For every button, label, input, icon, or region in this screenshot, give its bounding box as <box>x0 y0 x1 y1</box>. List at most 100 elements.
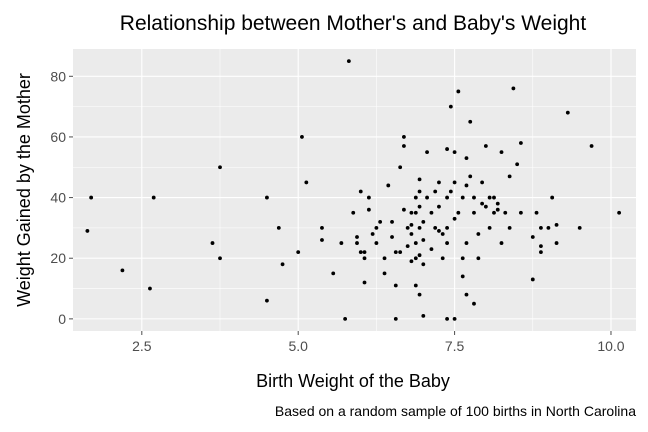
data-point <box>445 195 449 200</box>
data-point <box>304 180 309 185</box>
data-point <box>437 180 441 185</box>
data-point <box>320 238 324 242</box>
data-point <box>452 150 457 154</box>
data-point <box>425 150 429 154</box>
data-point <box>331 271 336 276</box>
data-point <box>355 241 359 245</box>
data-point <box>511 86 516 91</box>
data-point <box>539 244 543 248</box>
data-point <box>413 283 418 288</box>
data-point <box>456 210 461 215</box>
data-point <box>617 210 622 215</box>
data-point <box>366 195 371 200</box>
data-point <box>398 165 403 170</box>
x-axis-title: Birth Weight of the Baby <box>256 371 450 391</box>
data-point <box>210 241 215 245</box>
data-point <box>358 250 363 255</box>
data-point <box>425 195 429 200</box>
data-point <box>452 316 457 321</box>
data-point <box>421 262 426 267</box>
y-axis-title: Weight Gained by the Mother <box>14 73 34 307</box>
data-point <box>530 235 535 239</box>
data-point <box>358 189 363 194</box>
data-point <box>276 226 281 230</box>
minor-gridlines <box>73 49 636 331</box>
data-point <box>433 189 438 194</box>
data-points <box>85 59 622 321</box>
data-point <box>503 210 508 215</box>
data-point <box>464 241 469 245</box>
data-point <box>433 226 438 230</box>
data-point <box>89 195 94 200</box>
data-point <box>437 229 441 233</box>
data-point <box>565 110 570 115</box>
data-point <box>452 180 457 185</box>
data-point <box>480 180 485 185</box>
data-point <box>417 226 422 230</box>
data-point <box>366 207 371 212</box>
data-point <box>464 183 469 188</box>
data-point <box>445 226 449 230</box>
data-point <box>539 226 543 230</box>
data-point <box>468 174 473 179</box>
y-tick-label: 20 <box>50 250 66 266</box>
data-point <box>440 232 445 236</box>
data-point <box>495 201 500 206</box>
data-point <box>480 201 485 206</box>
data-point <box>374 226 379 230</box>
data-point <box>374 241 379 245</box>
data-point <box>362 280 367 285</box>
data-point <box>402 207 406 212</box>
data-point <box>343 316 348 321</box>
x-tick-label: 7.5 <box>445 338 465 354</box>
data-point <box>460 195 465 200</box>
data-point <box>460 274 465 279</box>
data-point <box>539 250 543 255</box>
data-point <box>355 235 359 239</box>
data-point <box>413 241 418 245</box>
data-point <box>409 259 414 264</box>
data-point <box>487 195 492 200</box>
data-point <box>437 204 441 209</box>
data-point <box>413 210 418 215</box>
data-point <box>550 195 555 200</box>
data-point <box>499 150 504 154</box>
data-point <box>393 250 398 255</box>
data-point <box>518 141 523 145</box>
data-point <box>487 226 492 230</box>
data-point <box>370 232 375 236</box>
data-point <box>409 232 414 236</box>
data-point <box>476 256 481 261</box>
data-point <box>421 219 426 224</box>
data-point <box>492 195 496 200</box>
data-point <box>300 135 304 139</box>
data-point <box>468 119 473 124</box>
data-point <box>148 286 152 291</box>
data-point <box>405 244 410 248</box>
data-point <box>495 207 500 212</box>
y-tick-label: 40 <box>50 190 66 206</box>
x-tick-label: 10.0 <box>597 338 624 354</box>
data-point <box>402 144 406 148</box>
data-point <box>421 238 426 242</box>
data-point <box>218 165 222 170</box>
data-point <box>120 268 125 273</box>
data-point <box>456 89 461 94</box>
data-point <box>518 210 523 215</box>
data-point <box>534 210 539 215</box>
data-point <box>351 210 356 215</box>
x-axis: 2.5 5.0 7.5 10.0 <box>132 331 625 354</box>
data-point <box>393 283 398 288</box>
data-point <box>507 174 512 179</box>
x-tick-label: 5.0 <box>288 338 308 354</box>
data-point <box>362 250 367 255</box>
data-point <box>265 298 269 303</box>
data-point <box>483 144 488 148</box>
data-point <box>464 156 469 161</box>
data-point <box>398 250 403 255</box>
data-point <box>382 256 387 261</box>
data-point <box>320 226 324 230</box>
data-point <box>218 256 222 261</box>
data-point <box>382 271 387 276</box>
data-point <box>413 256 418 261</box>
